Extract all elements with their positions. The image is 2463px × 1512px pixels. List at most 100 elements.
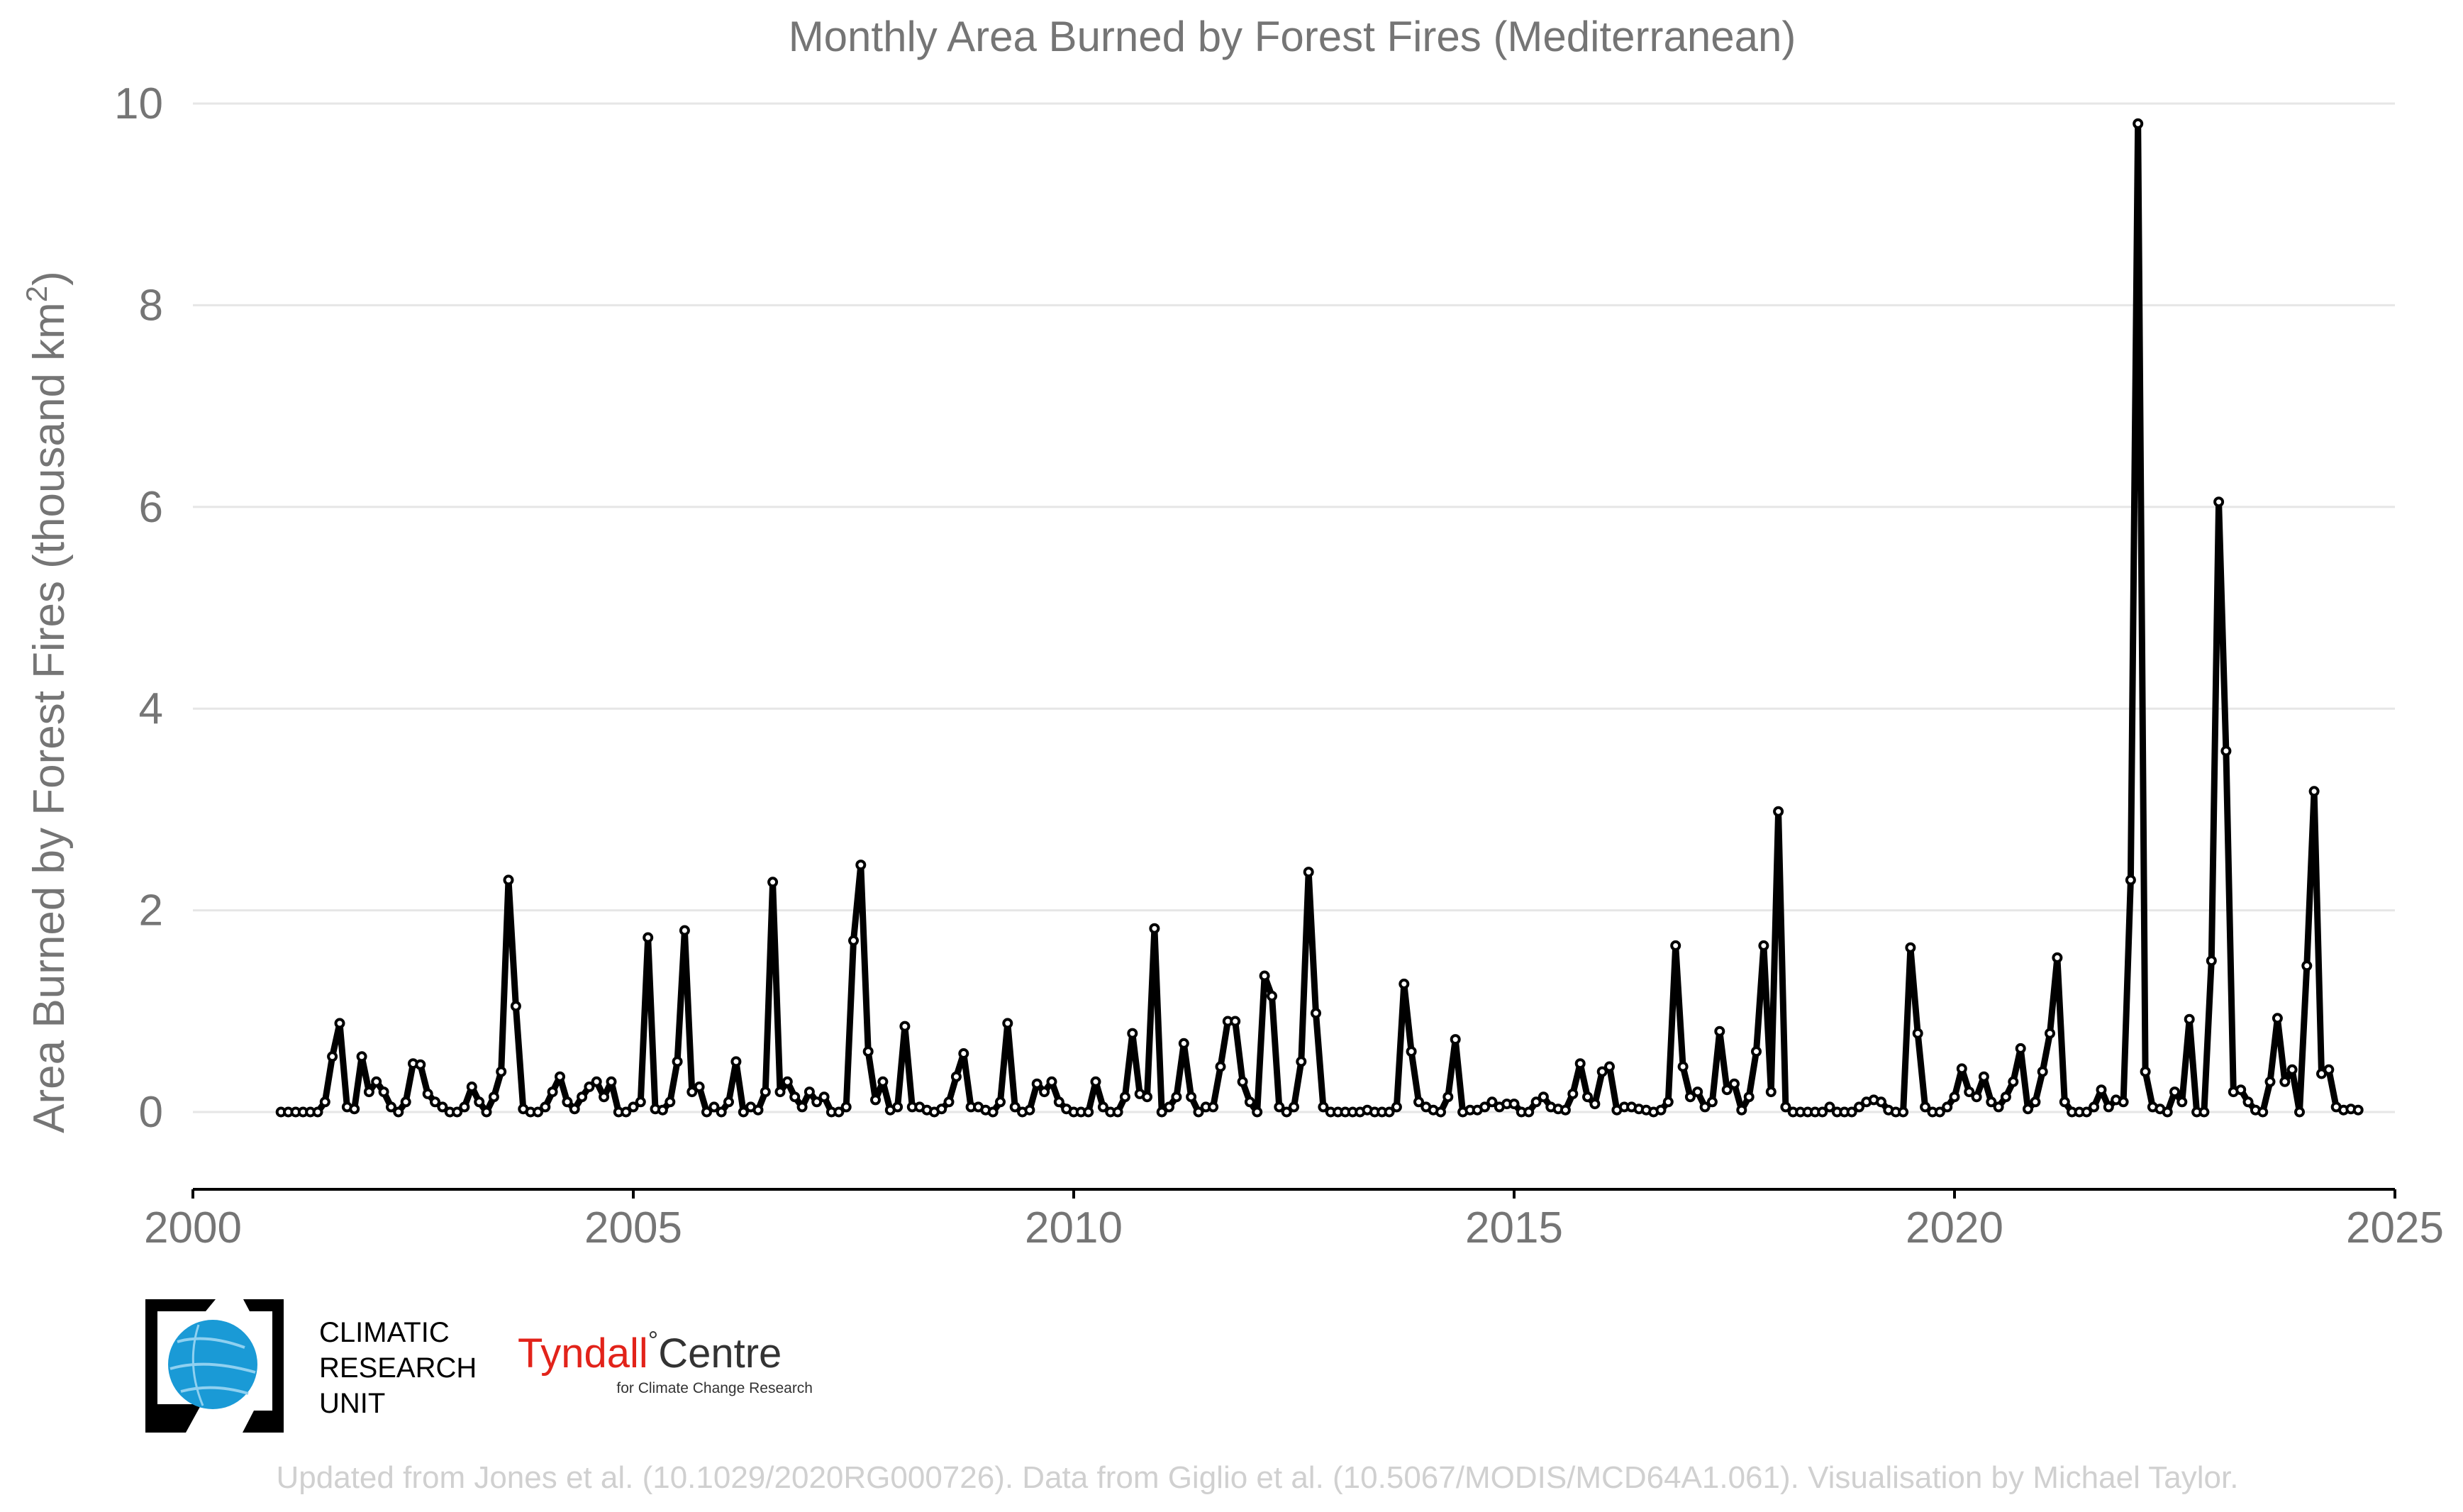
data-point [1112, 1106, 1123, 1118]
data-point [1252, 1106, 1263, 1118]
data-point [606, 1076, 617, 1087]
data-point [1942, 1101, 1953, 1113]
data-point [628, 1101, 639, 1113]
tyndall-subtitle: for Climate Change Research [616, 1380, 813, 1396]
data-point [1721, 1084, 1733, 1096]
cru-bracket-right [243, 1299, 284, 1433]
data-point [577, 1091, 588, 1103]
data-point [1230, 1016, 1241, 1027]
x-tick-label-2000: 2000 [144, 1204, 242, 1252]
data-point [1303, 867, 1314, 878]
data-point [319, 1096, 330, 1108]
data-point [1736, 1104, 1747, 1116]
data-point [1596, 1066, 1608, 1077]
data-point [1692, 1086, 1703, 1098]
data-point [1817, 1106, 1828, 1118]
cru-text-line2: RESEARCH [319, 1352, 477, 1384]
data-point [415, 1059, 426, 1070]
data-point [1905, 942, 1916, 953]
data-point [892, 1101, 904, 1113]
data-point [1964, 1086, 1975, 1098]
data-point [1898, 1106, 1909, 1118]
data-point [1751, 1046, 1762, 1057]
data-point [466, 1082, 477, 1092]
data-point [2176, 1096, 2188, 1108]
data-point [1281, 1106, 1292, 1118]
y-tick-label-4: 4 [139, 684, 163, 733]
data-point [474, 1096, 485, 1108]
data-point [2052, 952, 2063, 963]
data-point [1743, 1091, 1755, 1103]
data-point [1024, 1104, 1035, 1116]
data-point [540, 1101, 551, 1113]
data-point [562, 1096, 573, 1108]
y-tick-label-0: 0 [139, 1088, 163, 1137]
data-point [995, 1096, 1006, 1108]
data-point [1142, 1091, 1152, 1103]
cru-text-line1: CLIMATIC [319, 1317, 450, 1348]
y-tick-label-6: 6 [139, 483, 163, 532]
data-point [686, 1086, 698, 1098]
globe-icon [168, 1320, 257, 1409]
data-point [371, 1076, 382, 1087]
data-point [510, 1001, 521, 1012]
data-point [1765, 1086, 1777, 1098]
data-point [1559, 1104, 1571, 1116]
x-axis-ticks: 2000 2005 2010 2015 2020 2025 [144, 1189, 2444, 1252]
data-point [2198, 1106, 2210, 1118]
data-point [2294, 1106, 2305, 1118]
data-point [870, 1094, 881, 1106]
data-point [2140, 1066, 2151, 1077]
data-point [2162, 1106, 2173, 1118]
data-point [1589, 1099, 1601, 1110]
data-point [1208, 1101, 1219, 1113]
data-point [2184, 1013, 2195, 1025]
data-point [1956, 1063, 1967, 1074]
data-point [1949, 1091, 1960, 1103]
data-point [1876, 1096, 1886, 1108]
data-point [789, 1091, 801, 1103]
data-point [334, 1018, 345, 1029]
data-point [1171, 1091, 1182, 1103]
data-point [1567, 1088, 1579, 1099]
data-point [1149, 923, 1160, 934]
data-point [1780, 1101, 1791, 1113]
y-axis-label: Area Burned by Forest Fires (thousand km… [20, 271, 74, 1133]
data-point [1442, 1091, 1454, 1103]
data-point [716, 1106, 727, 1118]
data-point [943, 1096, 955, 1108]
x-tick-label-2015: 2015 [1465, 1204, 1563, 1252]
data-point [1934, 1106, 1945, 1118]
data-point [1009, 1101, 1021, 1113]
data-point [400, 1096, 411, 1108]
data-point [1406, 1046, 1417, 1057]
data-point [2272, 1013, 2283, 1024]
data-point [1912, 1028, 1923, 1039]
data-point [1289, 1101, 1299, 1113]
data-point [459, 1101, 470, 1113]
data-point [1215, 1061, 1226, 1072]
x-tick-label-2025: 2025 [2346, 1204, 2444, 1252]
data-point [1706, 1096, 1718, 1108]
data-point [1391, 1101, 1402, 1113]
data-point [1538, 1091, 1549, 1103]
tyndall-logo: Tyndall°Centre for Climate Change Resear… [518, 1325, 813, 1396]
data-point [591, 1076, 602, 1087]
data-point [2118, 1096, 2129, 1108]
tyndall-name: Tyndall°Centre [518, 1325, 782, 1377]
data-point [1978, 1071, 1989, 1082]
data-point [1846, 1106, 1857, 1118]
cru-logo: CLIMATIC RESEARCH UNIT [145, 1299, 477, 1433]
data-point [987, 1106, 999, 1118]
data-point [2257, 1106, 2269, 1118]
data-point [1384, 1106, 1395, 1118]
data-point [1053, 1096, 1064, 1108]
data-point [2308, 786, 2320, 797]
data-point [1684, 1091, 1696, 1103]
data-point [2242, 1096, 2254, 1108]
data-point [1655, 1104, 1667, 1116]
data-point [599, 1091, 610, 1103]
data-point [2279, 1076, 2291, 1087]
data-point [533, 1106, 543, 1118]
